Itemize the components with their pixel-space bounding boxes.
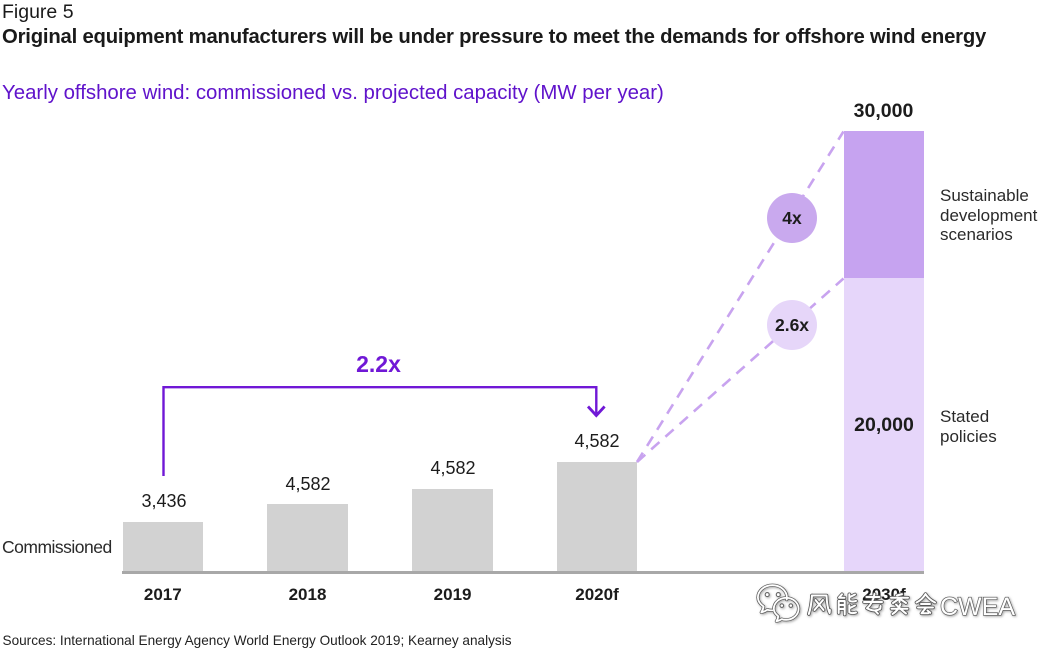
svg-text:CWEA: CWEA — [940, 593, 1015, 621]
